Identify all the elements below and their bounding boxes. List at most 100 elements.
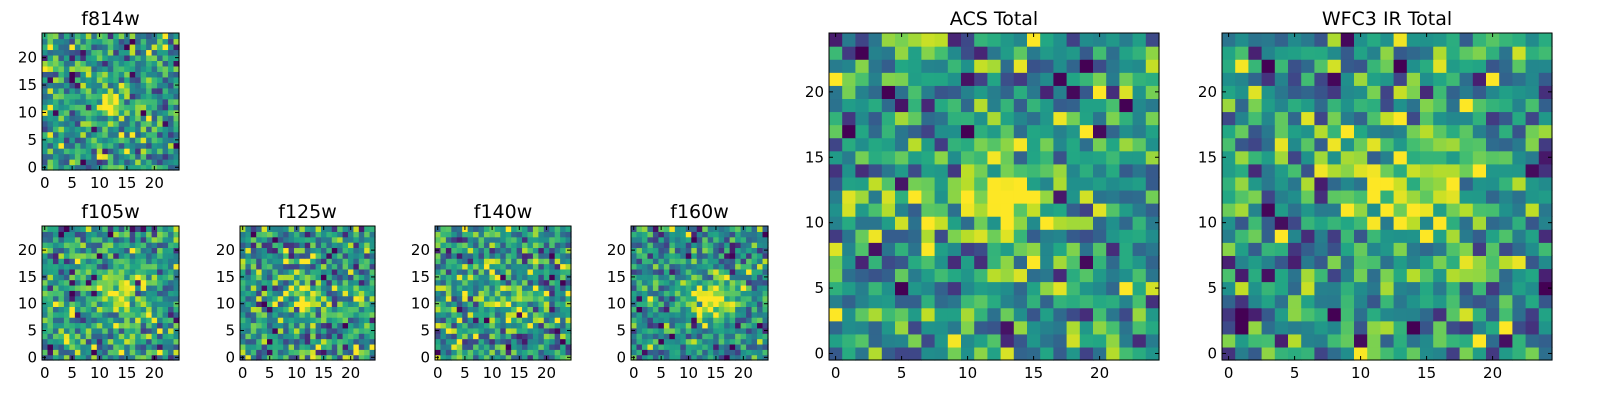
heatmap-cell (691, 263, 698, 270)
heatmap-cell (1000, 163, 1015, 178)
heatmap-cell (63, 60, 70, 67)
heatmap-cell (489, 279, 496, 286)
heatmap-cell (1079, 137, 1094, 152)
heatmap-cell (337, 226, 344, 232)
heatmap-cell (456, 301, 463, 307)
heatmap-cell (129, 284, 136, 291)
heatmap-cell (549, 268, 556, 275)
heatmap-cell (685, 322, 692, 329)
heatmap-cell (505, 290, 512, 297)
heatmap-cell (245, 349, 252, 356)
heatmap-cell (641, 290, 649, 297)
heatmap-cell (522, 343, 529, 350)
heatmap-cell (881, 307, 896, 322)
heatmap-cell (107, 231, 114, 238)
heatmap-cell (641, 301, 649, 307)
heatmap-cell (1222, 150, 1236, 165)
heatmap-cell (113, 131, 120, 138)
x-tick-label: 20 (145, 174, 164, 192)
heatmap-cell (47, 115, 54, 122)
heatmap-cell (489, 295, 496, 302)
heatmap-cell (256, 354, 263, 361)
heatmap-cell (369, 258, 376, 265)
heatmap-cell (489, 301, 496, 307)
heatmap-cell (554, 231, 561, 238)
heatmap-cell (267, 279, 273, 286)
heatmap-cell (1380, 33, 1395, 47)
heatmap-cell (1288, 46, 1302, 60)
heatmap-cell (735, 354, 742, 361)
heatmap-cell (261, 279, 268, 286)
heatmap-cell (554, 236, 561, 243)
heatmap-cell (868, 33, 883, 47)
heatmap-cell (1288, 33, 1302, 47)
heatmap-cell (1459, 320, 1474, 335)
heatmap-cell (58, 71, 65, 78)
heatmap-cell (1145, 33, 1160, 47)
y-tick-label: 20 (607, 241, 626, 259)
heatmap-cell (1066, 111, 1081, 126)
heatmap-cell (146, 153, 153, 160)
heatmap-cell (718, 317, 725, 324)
heatmap-cell (102, 38, 109, 45)
heatmap-cell (96, 109, 103, 116)
heatmap-cell (1013, 33, 1028, 47)
heatmap-cell (124, 258, 131, 265)
heatmap-cell (987, 255, 1002, 270)
heatmap-cell (961, 111, 975, 126)
heatmap-cell (1354, 346, 1368, 361)
heatmap-cell (652, 301, 659, 307)
heatmap-cell (500, 306, 507, 313)
heatmap-cell (1301, 320, 1315, 335)
heatmap-cell (921, 46, 936, 60)
heatmap-cell (288, 252, 295, 259)
heatmap-cell (135, 327, 142, 334)
heatmap-cell (934, 320, 949, 335)
heatmap-cell (740, 311, 747, 318)
heatmap-cell (1261, 333, 1276, 348)
heatmap-cell (80, 104, 87, 111)
heatmap-cell (1119, 216, 1134, 230)
heatmap-cell (895, 333, 909, 348)
heatmap-cell (1274, 242, 1289, 256)
y-tick-label: 20 (216, 241, 235, 259)
heatmap-cell (245, 274, 252, 281)
heatmap-cell (696, 311, 703, 318)
heatmap-cell (157, 226, 164, 232)
heatmap-cell (102, 82, 109, 89)
heatmap-cell (162, 148, 169, 155)
heatmap-cell (1472, 59, 1487, 73)
heatmap-cell (80, 338, 87, 345)
heatmap-cell (102, 93, 109, 100)
heatmap-cell (895, 33, 909, 47)
heatmap-cell (1525, 346, 1540, 361)
heatmap-cell (696, 252, 703, 259)
heatmap-cell (522, 311, 529, 318)
heatmap-cell (908, 59, 922, 73)
heatmap-cell (342, 311, 349, 318)
heatmap-cell (315, 290, 322, 297)
heatmap-cell (1261, 189, 1276, 204)
heatmap-cell (173, 159, 180, 166)
heatmap-cell (961, 242, 975, 256)
heatmap-cell (1340, 98, 1355, 113)
heatmap-cell (729, 295, 736, 302)
heatmap-cell (146, 120, 153, 127)
heatmap-cell (718, 354, 725, 361)
heatmap-cell (1027, 72, 1041, 86)
heatmap-cell (129, 290, 136, 297)
y-tick-label: 10 (216, 295, 235, 313)
heatmap-cell (63, 268, 70, 275)
heatmap-cell (326, 322, 333, 329)
heatmap-cell (1066, 176, 1081, 191)
heatmap-cell (63, 279, 70, 286)
heatmap-cell (1145, 176, 1160, 191)
heatmap-cell (124, 54, 131, 61)
heatmap-cell (538, 231, 545, 238)
heatmap-cell (1106, 59, 1120, 73)
heatmap-cell (522, 354, 529, 361)
heatmap-cell (1288, 98, 1302, 113)
heatmap-cell (636, 322, 643, 329)
heatmap-cell (162, 126, 169, 133)
heatmap-cell (1406, 268, 1421, 283)
